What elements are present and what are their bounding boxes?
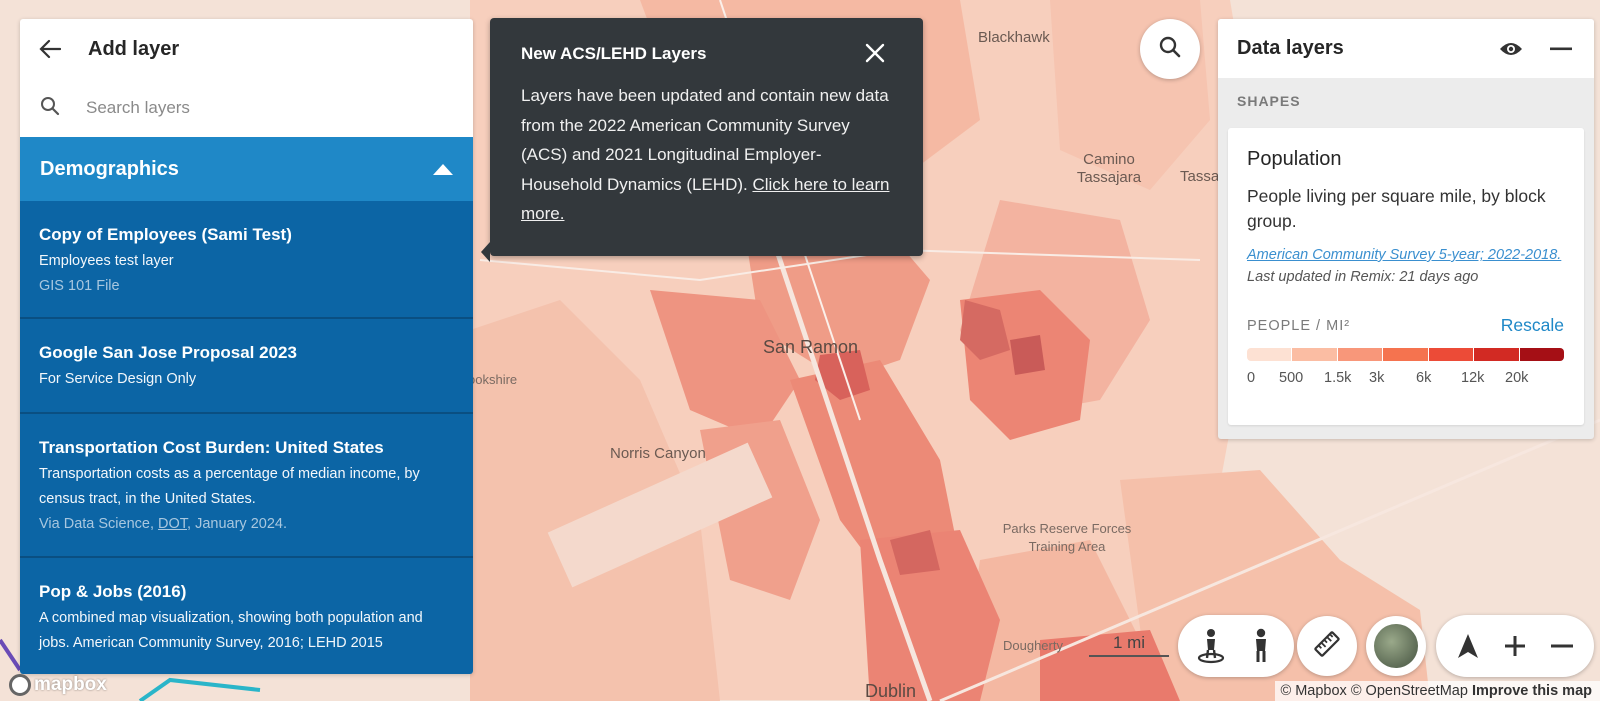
measure-button[interactable]	[1297, 616, 1357, 676]
legend-swatch-3	[1383, 348, 1429, 361]
map-label-parks-reserve: Parks Reserve Forces Training Area	[1002, 521, 1132, 554]
dot-link[interactable]: DOT	[158, 516, 188, 532]
legend-tick-5: 12k	[1461, 370, 1485, 386]
mapbox-logo[interactable]: mapbox	[9, 674, 107, 696]
eye-icon[interactable]	[1498, 36, 1524, 62]
pegman-accessible-icon[interactable]	[1188, 618, 1234, 674]
map-search-button[interactable]	[1140, 19, 1200, 79]
mapbox-logo-icon	[9, 674, 31, 696]
data-layers-panel: Data layers SHAPES Population People liv…	[1218, 19, 1594, 439]
search-icon	[1158, 35, 1182, 64]
compass-icon[interactable]	[1445, 618, 1491, 674]
legend-swatch-2	[1337, 348, 1384, 361]
map-label-ookshire: ookshire	[468, 372, 518, 387]
tooltip-title: New ACS/LEHD Layers	[521, 44, 707, 63]
add-layer-header: Add layer	[20, 19, 473, 79]
layer-title: Pop & Jobs (2016)	[39, 582, 187, 601]
legend-tick-3: 3k	[1369, 370, 1385, 386]
ruler-icon	[1313, 630, 1341, 663]
layer-meta: GIS 101 File	[39, 278, 120, 294]
legend-unit: PEOPLE / MI²	[1247, 317, 1351, 334]
satellite-thumbnail-icon	[1374, 624, 1418, 668]
layer-desc: Transportation costs as a percentage of …	[39, 466, 420, 507]
layer-desc: Employees test layer	[39, 253, 174, 269]
add-layer-title: Add layer	[88, 37, 180, 60]
legend-tick-0: 0	[1247, 370, 1256, 386]
zoom-out-icon[interactable]	[1539, 618, 1585, 674]
shapes-section-label: SHAPES	[1237, 93, 1301, 109]
legend-swatch-5	[1474, 348, 1520, 361]
legend-header: PEOPLE / MI² Rescale	[1247, 315, 1564, 336]
map-label-dougherty: Dougherty	[1003, 638, 1063, 653]
map-label-norris-canyon: Norris Canyon	[610, 445, 706, 462]
minimize-icon[interactable]	[1548, 36, 1574, 62]
tooltip-body-text: Layers have been updated and contain new…	[521, 86, 889, 194]
legend-ticks: 0 500 1.5k 3k 6k 12k 20k	[1247, 370, 1564, 390]
card-desc: People living per square mile, by block …	[1247, 186, 1546, 231]
layer-title: Copy of Employees (Sami Test)	[39, 225, 292, 244]
layer-meta: Via Data Science, DOT, January 2024.	[39, 512, 453, 536]
caret-up-icon	[433, 163, 453, 175]
learn-more-link[interactable]: Click here to learn more.	[521, 174, 890, 224]
scale-bar: 1 mi	[1089, 633, 1169, 657]
zoom-in-icon[interactable]	[1492, 618, 1538, 674]
tooltip-body: Layers have been updated and contain new…	[521, 81, 892, 229]
back-arrow-icon[interactable]	[38, 37, 62, 61]
source-link[interactable]: American Community Survey 5-year; 2022-2…	[1247, 247, 1562, 263]
pegman-icon[interactable]	[1238, 618, 1284, 674]
population-layer-card[interactable]: Population People living per square mile…	[1228, 128, 1584, 425]
search-icon	[40, 96, 60, 121]
map-label-blackhawk: Blackhawk	[978, 29, 1050, 46]
layer-title: Google San Jose Proposal 2023	[39, 343, 297, 362]
zoom-controls	[1436, 615, 1594, 677]
map-label-san-ramon: San Ramon	[763, 337, 859, 357]
data-layers-title: Data layers	[1237, 37, 1344, 59]
layer-desc: For Service Design Only	[39, 371, 197, 387]
category-label: Demographics	[40, 157, 179, 180]
map-label-dublin: Dublin	[865, 681, 917, 701]
layer-item-google-san-jose[interactable]: Google San Jose Proposal 2023 For Servic…	[20, 319, 473, 414]
layer-item-transportation-cost[interactable]: Transportation Cost Burden: United State…	[20, 414, 473, 558]
category-demographics[interactable]: Demographics	[20, 137, 473, 201]
rescale-button[interactable]: Rescale	[1500, 315, 1564, 335]
improve-map-link[interactable]: Improve this map	[1471, 683, 1592, 699]
layer-meta-suffix: , January 2024.	[187, 516, 287, 532]
legend-swatch-4	[1428, 348, 1475, 361]
legend-tick-1: 500	[1279, 370, 1304, 386]
legend-swatch-0	[1247, 348, 1293, 361]
last-updated-text: Last updated in Remix: 21 days ago	[1247, 269, 1479, 285]
attribution-text: © Mapbox © OpenStreetMap	[1280, 683, 1468, 699]
layer-item-employees-test[interactable]: Copy of Employees (Sami Test) Employees …	[20, 201, 473, 319]
map-attribution: © Mapbox © OpenStreetMap Improve this ma…	[1274, 681, 1600, 701]
legend-tick-2: 1.5k	[1324, 370, 1352, 386]
legend-swatch-6	[1519, 348, 1564, 361]
acs-lehd-tooltip: New ACS/LEHD Layers Layers have been upd…	[481, 18, 923, 262]
layer-meta-prefix: Via Data Science,	[39, 516, 159, 532]
legend-swatch-1	[1292, 348, 1338, 361]
search-layers-input[interactable]	[86, 98, 426, 118]
legend-color-bar	[1247, 348, 1564, 361]
legend-tick-4: 6k	[1416, 370, 1432, 386]
satellite-toggle-button[interactable]	[1366, 616, 1426, 676]
legend-tick-6: 20k	[1505, 370, 1529, 386]
map-label-tassaj: Tassaj	[1180, 168, 1223, 185]
layer-item-pop-jobs[interactable]: Pop & Jobs (2016) A combined map visuali…	[20, 558, 473, 674]
street-view-controls	[1178, 615, 1294, 677]
card-title: Population	[1247, 148, 1342, 170]
data-layers-header: Data layers	[1218, 19, 1594, 78]
search-bar	[20, 79, 473, 137]
map-label-camino-tassajara: Camino Tassajara	[1076, 151, 1142, 186]
layer-list: Copy of Employees (Sami Test) Employees …	[20, 201, 473, 674]
add-layer-panel: Add layer Demographics Copy of Employees…	[20, 19, 473, 674]
layer-title: Transportation Cost Burden: United State…	[39, 438, 384, 457]
layer-desc: A combined map visualization, showing bo…	[39, 610, 423, 651]
mapbox-logo-text: mapbox	[34, 674, 107, 695]
close-icon[interactable]	[864, 42, 890, 68]
